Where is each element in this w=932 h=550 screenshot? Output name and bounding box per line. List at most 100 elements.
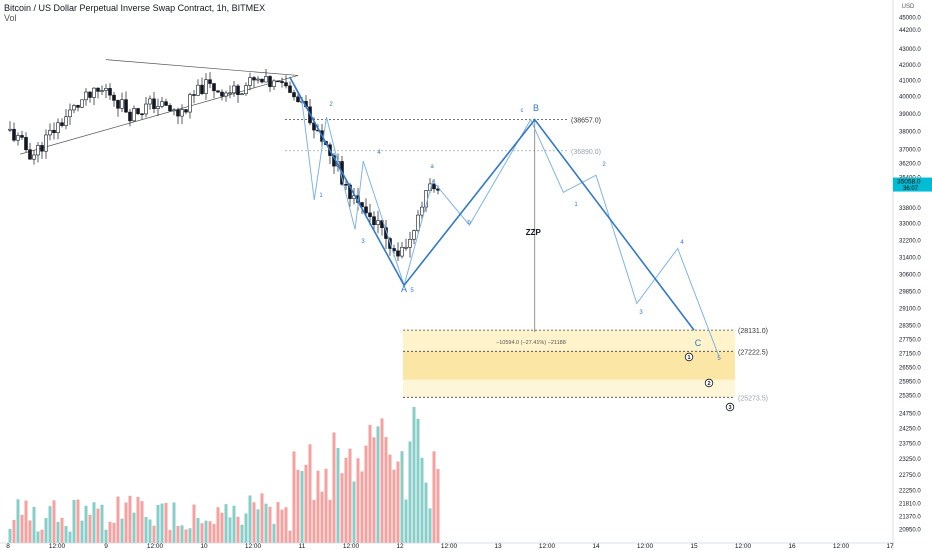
volume-bar <box>408 441 412 543</box>
x-tick-label: 16 <box>788 543 796 550</box>
y-tick-label: 41000.0 <box>899 79 921 85</box>
volume-bar <box>152 525 156 543</box>
volume-bar <box>376 426 380 543</box>
y-tick-label: 44200.0 <box>899 28 921 34</box>
minor-wave-label: 3 <box>361 239 365 245</box>
x-tick-label: 12:00 <box>735 543 752 550</box>
candle-body <box>252 77 256 81</box>
volume-bar <box>412 406 416 543</box>
x-tick-label: 9 <box>104 543 108 550</box>
volume-bar <box>56 521 60 543</box>
y-tick-label: 23250.0 <box>899 457 921 463</box>
x-tick-label: 12:00 <box>833 543 850 550</box>
candle-body <box>276 80 280 83</box>
candle-body <box>12 128 16 141</box>
y-tick-label: 20950.0 <box>899 528 921 534</box>
volume-bar <box>264 503 268 543</box>
candle-body <box>72 105 76 111</box>
volume-bar <box>292 451 296 543</box>
volume-bar <box>228 517 232 543</box>
volume-bar <box>100 504 104 543</box>
candle-body <box>348 184 352 199</box>
y-tick-label: 36200.0 <box>899 161 921 167</box>
volume-bar <box>184 529 188 543</box>
y-tick-label: 24250.0 <box>899 427 921 433</box>
y-tick-label: 42000.0 <box>899 63 921 69</box>
candle-body <box>132 108 136 122</box>
volume-bar <box>256 509 260 543</box>
candle-body <box>140 113 144 116</box>
candle-body <box>56 122 60 134</box>
candle-body <box>128 111 132 122</box>
volume-label: Vol <box>4 13 17 23</box>
volume-bar <box>132 512 136 543</box>
volume-bar <box>36 531 40 543</box>
candle-body <box>280 81 284 83</box>
candle-body <box>8 128 12 131</box>
candle-body <box>248 77 252 86</box>
x-tick-label: 12:00 <box>245 543 262 550</box>
candle-body <box>400 247 404 257</box>
candle-body <box>228 92 232 95</box>
candle-body <box>32 154 36 160</box>
major-wave-label: B <box>533 103 539 113</box>
volume-bar <box>164 502 168 543</box>
volume-bar <box>72 499 76 543</box>
volume-bar <box>204 520 208 543</box>
volume-bar <box>88 514 92 543</box>
volume-bar <box>404 499 408 543</box>
candle-body <box>176 109 180 117</box>
minor-wave-label: b <box>467 220 471 226</box>
volume-bar <box>60 517 64 543</box>
volume-bar <box>272 523 276 543</box>
axis-unit: USD <box>902 4 915 10</box>
candle-body <box>412 230 416 240</box>
volume-bar <box>8 528 12 543</box>
wave-projection-path <box>289 76 719 356</box>
volume-bar <box>368 424 372 543</box>
triangle-upper-line <box>105 59 298 76</box>
volume-bar <box>220 512 224 543</box>
volume-bar <box>400 451 404 543</box>
y-tick-label: 29100.0 <box>899 307 921 313</box>
minor-wave-label: 1 <box>319 193 323 199</box>
minor-wave-label: 2 <box>602 162 606 168</box>
target-marker <box>725 402 735 412</box>
minor-wave-label: 3 <box>639 310 643 316</box>
y-tick-label: 22250.0 <box>899 489 921 495</box>
minor-wave-label: 4 <box>680 240 684 246</box>
volume-bar <box>240 524 244 543</box>
volume-bar <box>328 499 332 543</box>
volume-bar <box>276 502 280 543</box>
candle-body <box>156 106 160 109</box>
x-tick-label: 12:00 <box>343 543 360 550</box>
candle-body <box>20 135 24 138</box>
x-tick-label: 12 <box>396 543 404 550</box>
target-marker-number: 3 <box>728 405 731 411</box>
candle-body <box>420 206 424 216</box>
candle-body <box>404 246 408 249</box>
volume-bar <box>280 509 284 543</box>
x-tick-label: 17 <box>886 543 894 550</box>
triangle-lower-line <box>20 75 299 155</box>
volume-bar <box>336 447 340 543</box>
volume-bar <box>268 506 272 543</box>
x-tick-label: 10 <box>200 543 208 550</box>
volume-bar <box>196 517 200 543</box>
volume-bar <box>248 495 252 543</box>
volume-bar <box>320 491 324 543</box>
minor-wave-label: 4 <box>377 150 381 156</box>
volume-bar <box>384 437 388 543</box>
target-marker-number: 2 <box>707 381 710 387</box>
candle-body <box>48 129 52 136</box>
volume-bar <box>260 493 264 543</box>
x-tick-label: 12:00 <box>147 543 164 550</box>
volume-bar <box>284 507 288 543</box>
volume-bar <box>304 464 308 543</box>
volume-bar <box>348 448 352 543</box>
volume-bar <box>436 469 440 543</box>
target-zone-lower <box>403 379 735 398</box>
candle-body <box>224 92 228 97</box>
volume-bar <box>212 524 216 543</box>
